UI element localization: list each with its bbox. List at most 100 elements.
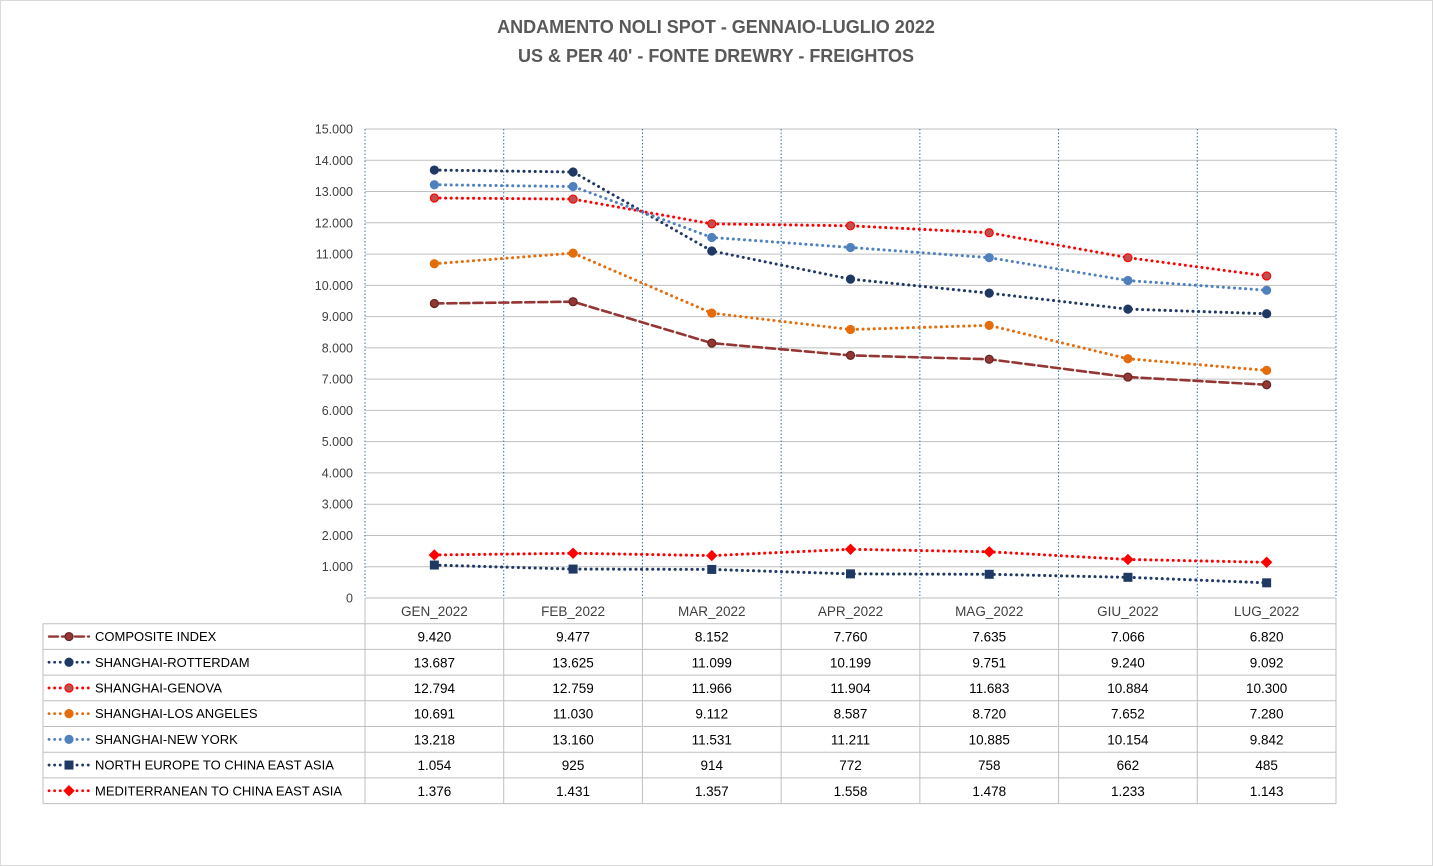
data-point-marker	[1262, 578, 1272, 588]
table-cell-value: 9.092	[1250, 655, 1284, 670]
table-cell-value: 13.687	[414, 655, 455, 670]
table-cell-value: 8.720	[972, 707, 1006, 722]
chart-subtitle: US & PER 40' - FONTE DREWRY - FREIGHTOS	[518, 46, 914, 66]
table-cell-value: 13.218	[414, 732, 455, 747]
table-cell-value: 758	[978, 758, 1001, 773]
y-tick-label: 0	[346, 592, 353, 606]
legend-series-name: MEDITERRANEAN TO CHINA EAST ASIA	[95, 783, 342, 798]
table-cell-value: 10.154	[1107, 732, 1149, 747]
legend-series-name: NORTH EUROPE TO CHINA EAST ASIA	[95, 758, 334, 773]
legend-key	[47, 785, 91, 797]
data-point-marker	[1123, 572, 1133, 582]
table-cell-value: 10.300	[1246, 681, 1287, 696]
table-cell-value: 9.751	[972, 655, 1006, 670]
legend-series-name: SHANGHAI-LOS ANGELES	[95, 706, 258, 721]
data-point-marker	[707, 219, 717, 229]
series-mediterranean-to-china-east-asia	[428, 543, 1273, 568]
data-point-marker	[429, 193, 439, 203]
data-point-marker	[1262, 285, 1272, 295]
data-point-marker	[1262, 309, 1272, 319]
x-category-label: APR_2022	[818, 604, 883, 619]
table-cell-value: 1.143	[1250, 784, 1284, 799]
table-cell-value: 9.842	[1250, 732, 1284, 747]
legend-key	[47, 683, 91, 693]
table-cell-value: 7.280	[1250, 707, 1284, 722]
series-line	[433, 300, 1268, 387]
data-point-marker	[846, 569, 855, 579]
data-point-marker	[983, 546, 995, 558]
data-point-marker	[844, 543, 857, 555]
data-point-marker	[845, 221, 856, 231]
table-cell-value: 13.160	[552, 732, 593, 747]
y-tick-label: 6.000	[322, 404, 353, 418]
table-cell-value: 8.152	[695, 630, 729, 645]
table-cell-value: 11.099	[692, 655, 732, 670]
table-cell-value: 1.054	[417, 758, 451, 773]
table-cell-value: 11.966	[692, 681, 732, 696]
table-cell-value: 7.760	[834, 630, 868, 645]
data-point-marker	[845, 274, 856, 284]
table-cell-value: 10.885	[969, 732, 1010, 747]
table-cell-value: 7.652	[1111, 707, 1145, 722]
data-point-marker	[1123, 253, 1133, 263]
y-tick-label: 12.000	[315, 216, 353, 230]
data-table: GEN_2022 FEB_2022 MAR_2022 APR_2022 MAG_2022…	[42, 597, 1337, 805]
table-cell-value: 11.531	[692, 732, 732, 747]
y-tick-label: 7.000	[322, 373, 353, 387]
legend-key	[47, 734, 91, 744]
table-cell-value: 9.240	[1111, 655, 1145, 670]
table-cell-value: 9.477	[556, 630, 590, 645]
table-cell-value: 11.904	[830, 681, 871, 696]
series-shanghai-los-angeles	[429, 248, 1272, 375]
y-tick-label: 9.000	[322, 310, 353, 324]
table-cell-value: 914	[701, 758, 724, 773]
data-point-marker	[568, 167, 578, 177]
x-category-label: GEN_2022	[401, 604, 468, 619]
data-point-marker	[984, 354, 994, 364]
table-cell-value: 1.233	[1111, 784, 1145, 799]
y-tick-label: 8.000	[322, 341, 353, 355]
legend-key	[47, 657, 91, 667]
y-tick-label: 11.000	[316, 248, 353, 262]
data-point-marker	[64, 631, 74, 642]
x-category-label: MAR_2022	[678, 604, 746, 619]
y-tick-label: 13.000	[315, 185, 353, 199]
data-point-marker	[568, 248, 578, 258]
series-north-europe-to-china-east-asia	[429, 560, 1272, 588]
data-point-marker	[429, 165, 439, 175]
table-cell-value: 1.376	[417, 784, 451, 799]
data-point-marker	[707, 338, 717, 348]
table-cell-value: 9.112	[695, 707, 728, 722]
data-point-marker	[1260, 556, 1273, 568]
data-point-marker	[1122, 553, 1134, 566]
y-tick-label: 1.000	[322, 560, 353, 574]
table-cell-value: 10.691	[414, 707, 455, 722]
table-cell-value: 925	[562, 758, 585, 773]
y-tick-label: 10.000	[315, 279, 353, 293]
data-point-marker	[1123, 275, 1133, 286]
chart-title: ANDAMENTO NOLI SPOT - GENNAIO-LUGLIO 202…	[497, 17, 935, 37]
data-point-marker	[64, 683, 74, 693]
series-shanghai-rotterdam	[429, 165, 1272, 319]
series-line	[432, 196, 1269, 278]
x-category-label: MAG_2022	[955, 604, 1023, 619]
legend-key	[47, 709, 91, 719]
data-point-marker	[429, 180, 439, 190]
data-point-marker	[984, 569, 994, 579]
table-cell-value: 772	[839, 758, 862, 773]
data-point-marker	[1123, 304, 1133, 314]
table-cell-value: 662	[1117, 758, 1140, 773]
x-category-label: FEB_2022	[541, 604, 605, 619]
table-cell-value: 1.431	[556, 784, 590, 799]
y-tick-label: 2.000	[322, 529, 353, 543]
data-point-marker	[845, 242, 856, 253]
grid-layer: 0 1.000 2.000 3.000 4.000 5.000 6.000 7.000 8.00…	[315, 123, 1337, 606]
table-cell-value: 10.884	[1107, 681, 1149, 696]
data-point-marker	[429, 560, 439, 570]
data-point-marker	[568, 194, 578, 204]
x-category-label: LUG_2022	[1234, 604, 1299, 619]
series-shanghai-genova	[429, 193, 1272, 281]
data-point-marker	[568, 181, 578, 192]
table-cell-value: 1.357	[695, 784, 729, 799]
y-tick-label: 15.000	[315, 123, 353, 137]
